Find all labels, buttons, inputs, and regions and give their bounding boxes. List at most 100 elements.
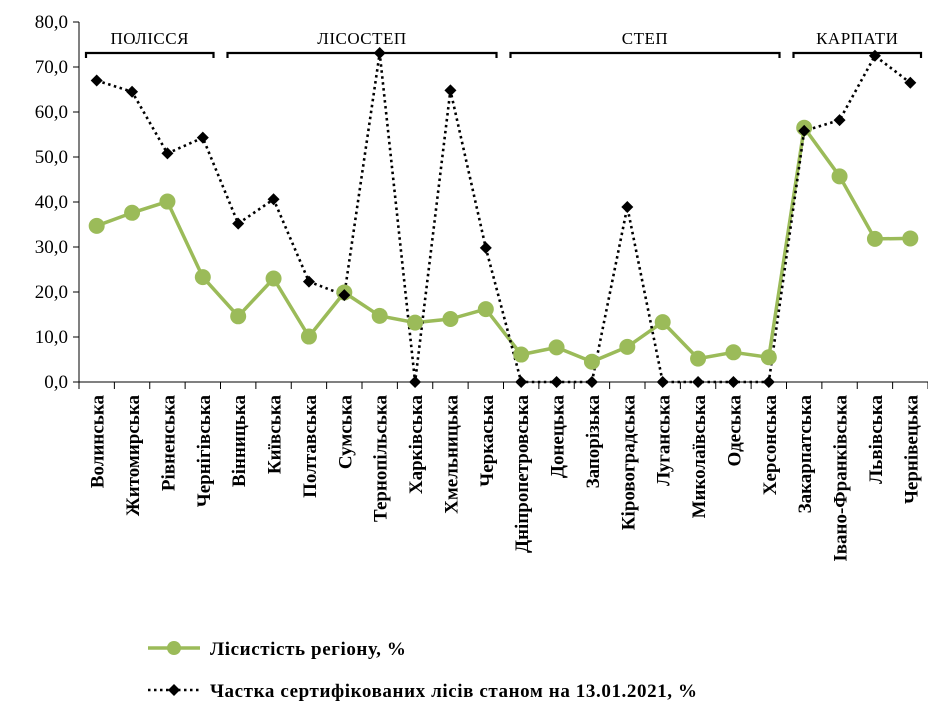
region-label: ЛІСОСТЕП	[317, 29, 406, 48]
legend-label-forest-cover: Лісистість регіону, %	[210, 639, 406, 660]
data-point	[409, 376, 422, 388]
x-tick-label: Вінницька	[229, 395, 250, 487]
data-point	[159, 193, 176, 210]
data-point	[302, 275, 315, 288]
data-point	[230, 308, 247, 325]
data-point	[690, 350, 707, 367]
legend-marker-forest-cover	[167, 641, 181, 655]
legend: Лісистість регіону, % Частка сертифікова…	[148, 639, 698, 702]
axes	[73, 21, 928, 389]
region-bracket	[792, 51, 923, 58]
data-point	[515, 376, 528, 388]
region-bracket	[509, 51, 781, 58]
x-tick-label: Тернопільська	[371, 395, 392, 522]
data-point	[88, 217, 105, 234]
series-lines	[96, 51, 912, 384]
x-axis-category-labels: Волинська Житомирська Рівненська Чернігівсь…	[88, 395, 923, 562]
y-tick-label: 30,0	[35, 237, 68, 258]
data-point	[265, 270, 282, 287]
x-tick-label: Миколаївська	[689, 395, 710, 519]
x-tick-label: Донецька	[548, 395, 569, 479]
data-point	[725, 344, 742, 361]
data-point	[300, 328, 317, 345]
x-tick-label: Рівненська	[158, 395, 179, 492]
data-point	[621, 200, 634, 213]
data-point	[868, 49, 881, 62]
region-label: КАРПАТИ	[816, 29, 898, 48]
region-groups: ПОЛІССЯ ЛІСОСТЕП СТЕП КАРПАТИ	[84, 29, 923, 58]
region-label: СТЕП	[622, 29, 668, 48]
x-tick-label: Одеська	[724, 395, 745, 467]
x-tick-label: Чернівецька	[901, 395, 922, 505]
data-point	[232, 217, 245, 230]
data-point	[442, 311, 459, 327]
x-tick-label: Хмельницька	[441, 395, 462, 514]
data-point	[619, 338, 636, 355]
region-bracket	[226, 51, 498, 58]
data-point	[760, 349, 777, 366]
x-tick-label: Дніпропетровська	[512, 395, 533, 553]
data-point	[161, 147, 174, 160]
data-point	[798, 124, 811, 137]
data-point	[373, 47, 386, 60]
y-tick-label: 80,0	[35, 12, 68, 33]
y-tick-label: 70,0	[35, 57, 68, 78]
x-tick-label: Сумська	[335, 395, 356, 470]
data-point	[371, 307, 388, 324]
y-tick-label: 40,0	[35, 192, 68, 213]
y-tick-label: 10,0	[35, 327, 68, 348]
data-point	[196, 131, 209, 144]
series-line	[96, 125, 911, 364]
y-tick-label: 0,0	[44, 372, 68, 393]
data-point	[585, 376, 598, 388]
data-point	[479, 241, 492, 254]
legend-marker-certified-share	[168, 684, 180, 696]
region-bracket	[84, 51, 215, 58]
x-tick-label: Херсонська	[760, 395, 781, 496]
data-point	[124, 204, 141, 221]
data-point	[548, 339, 565, 356]
x-tick-label: Кіровоградська	[618, 395, 639, 531]
y-tick-label: 20,0	[35, 282, 68, 303]
x-tick-label: Івано-Франківська	[831, 395, 852, 562]
x-tick-label: Луганська	[654, 395, 675, 486]
x-tick-label: Чернігівська	[194, 395, 215, 508]
region-label: ПОЛІССЯ	[111, 29, 189, 48]
legend-label-certified-share: Частка сертифікованих лісів станом на 13…	[210, 681, 698, 702]
data-point	[126, 85, 139, 98]
data-point	[866, 230, 883, 247]
x-tick-label: Волинська	[88, 395, 109, 489]
data-point	[513, 346, 530, 363]
data-point	[762, 376, 775, 388]
series-line	[96, 51, 912, 384]
data-point	[194, 269, 211, 286]
data-point	[90, 74, 103, 87]
x-tick-label: Закарпатська	[795, 395, 816, 514]
data-point	[338, 289, 351, 302]
y-tick-label: 60,0	[35, 102, 68, 123]
x-tick-label: Львівська	[866, 395, 887, 484]
x-tick-label: Житомирська	[123, 395, 144, 517]
x-tick-label: Черкаська	[477, 395, 498, 487]
series-markers	[88, 47, 919, 388]
y-tick-label: 50,0	[35, 147, 68, 168]
data-point	[902, 230, 919, 247]
legend-item-forest-cover: Лісистість регіону, %	[148, 639, 406, 660]
data-point	[654, 314, 671, 331]
data-point	[477, 301, 494, 318]
data-point	[727, 376, 740, 388]
data-point	[444, 84, 457, 97]
legend-item-certified-share: Частка сертифікованих лісів станом на 13…	[148, 681, 698, 702]
data-point	[904, 76, 917, 89]
data-point	[656, 376, 669, 388]
data-point	[550, 376, 563, 388]
data-point	[583, 353, 600, 370]
data-point	[831, 168, 848, 185]
x-tick-label: Запорізька	[583, 395, 604, 489]
data-point	[833, 114, 846, 127]
data-point	[407, 314, 424, 331]
x-tick-label: Київська	[265, 395, 286, 475]
x-tick-label: Полтавська	[300, 395, 321, 498]
x-tick-label: Харківська	[406, 395, 427, 495]
